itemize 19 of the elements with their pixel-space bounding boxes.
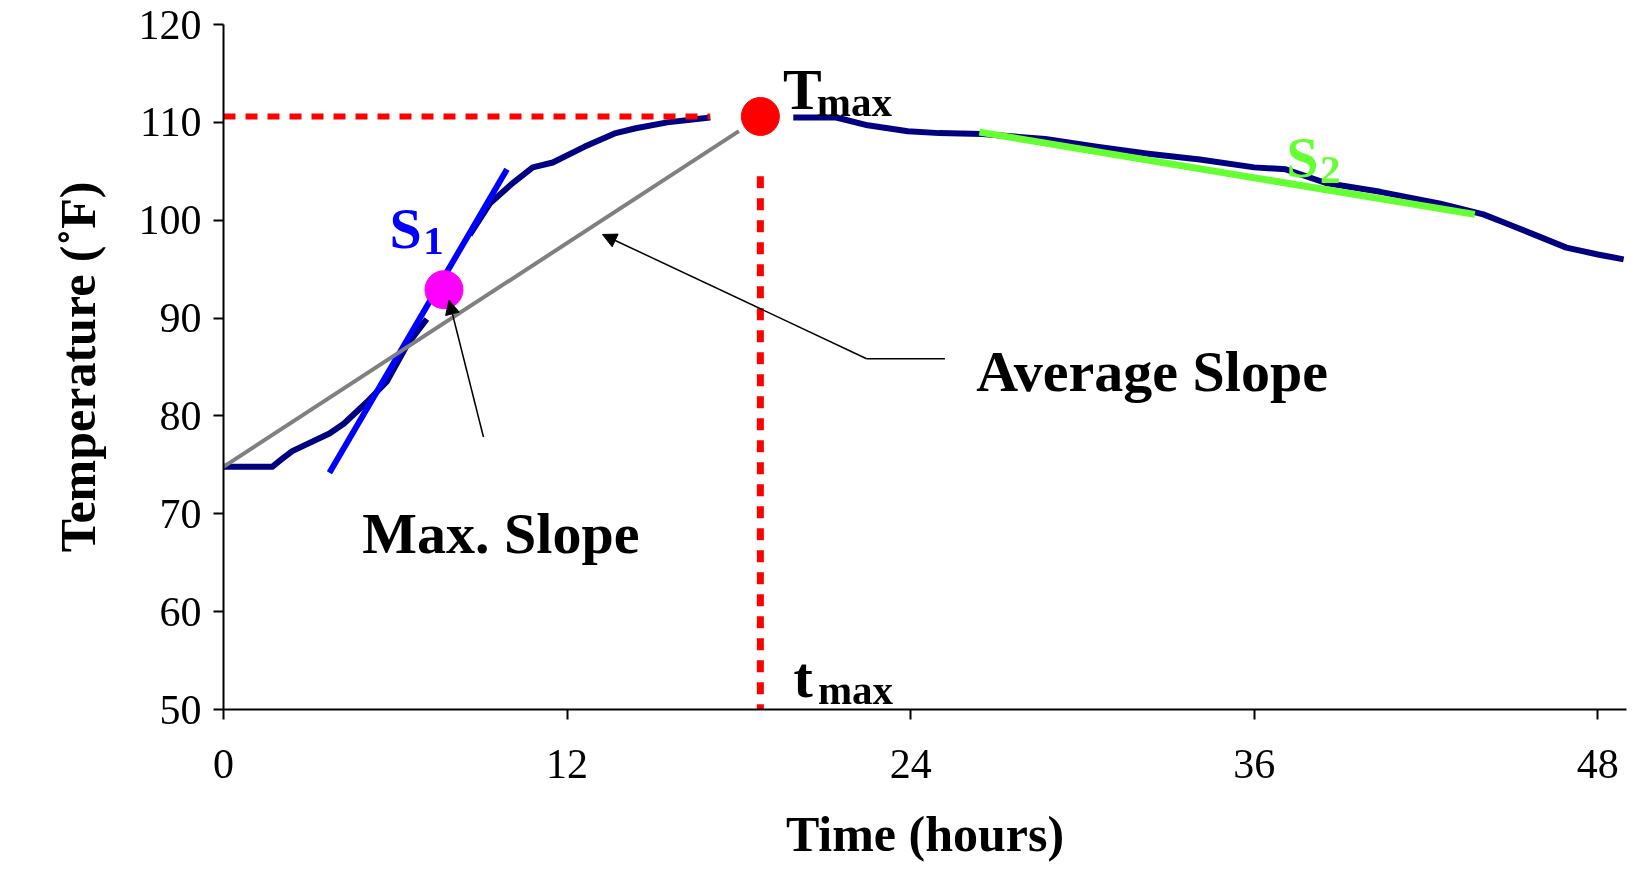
x-tick-label: 0 bbox=[213, 740, 234, 787]
y-tick-label: 100 bbox=[138, 197, 202, 244]
y-tick-label: 90 bbox=[159, 295, 202, 342]
y-tick-label: 60 bbox=[159, 588, 202, 635]
y-tick-label: 70 bbox=[159, 490, 202, 537]
x-axis-title: Time (hours) bbox=[785, 805, 1065, 862]
y-axis-title: Temperature (˚F) bbox=[49, 181, 106, 553]
y-tick-label: 50 bbox=[159, 686, 202, 733]
annotation: Average Slope bbox=[976, 338, 1328, 404]
annotation: S2 bbox=[1286, 124, 1341, 192]
y-tick-label: 120 bbox=[138, 1, 202, 48]
x-tick-label: 48 bbox=[1576, 740, 1619, 787]
y-tick-label: 80 bbox=[159, 392, 202, 439]
annotation: Max. Slope bbox=[362, 500, 640, 566]
x-tick-label: 36 bbox=[1233, 740, 1276, 787]
x-tick-label: 24 bbox=[889, 740, 932, 787]
annotation: S1 bbox=[389, 195, 444, 263]
y-tick-label: 110 bbox=[140, 99, 202, 146]
x-tick-label: 12 bbox=[546, 740, 589, 787]
